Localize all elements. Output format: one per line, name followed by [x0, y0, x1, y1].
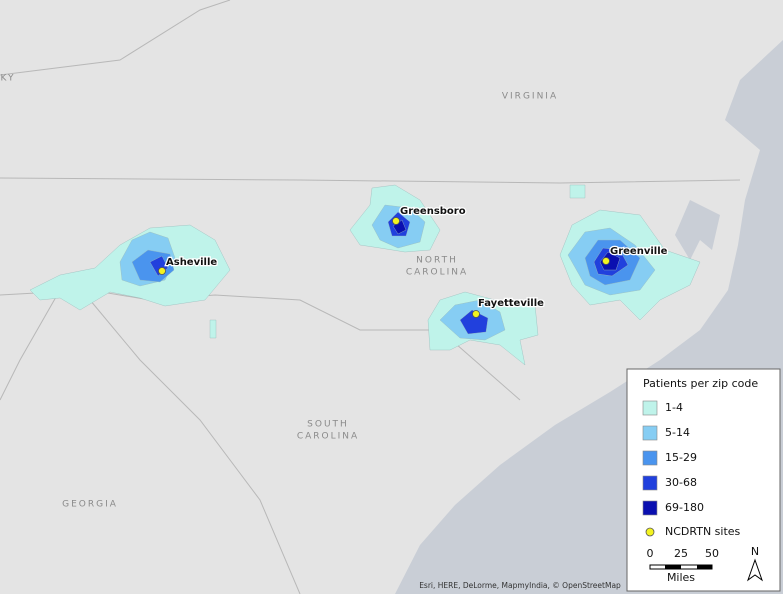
scale-bar-seg — [697, 565, 712, 569]
legend-swatch — [642, 400, 658, 416]
state-label: VIRGINIA — [502, 92, 558, 102]
state-border — [89, 299, 301, 594]
legend-items: 1-4 5-14 15-29 30-68 69-180 NCDRTN sites — [642, 400, 741, 538]
site-marker — [392, 217, 400, 225]
legend-swatch — [642, 450, 658, 466]
zip-region — [569, 184, 586, 199]
site-marker — [602, 257, 610, 265]
scale-tick: 50 — [705, 547, 719, 560]
legend: Patients per zip code 1-4 5-14 15-29 30-68 6… — [626, 368, 781, 592]
legend-site-marker — [645, 527, 655, 537]
sound — [675, 200, 720, 260]
scale-bar: 0 25 50 Miles — [647, 547, 720, 584]
city-label: Asheville — [166, 257, 217, 268]
legend-title: Patients per zip code — [643, 377, 758, 390]
zip-region — [459, 309, 489, 335]
attribution: Esri, HERE, DeLorme, MapmyIndia, © OpenS… — [419, 581, 621, 590]
state-label: CAROLINA — [297, 432, 359, 442]
state-label: GEORGIA — [62, 500, 118, 510]
state-label: SOUTH — [307, 420, 349, 430]
legend-label: 15-29 — [665, 451, 697, 464]
legend-swatch — [642, 425, 658, 441]
legend-label: 69-180 — [665, 501, 704, 514]
zip-region — [599, 251, 621, 271]
scale-tick: 25 — [674, 547, 688, 560]
scale-bar-seg — [665, 565, 681, 569]
legend-label: NCDRTN sites — [665, 525, 741, 538]
state-border — [0, 289, 521, 401]
legend-swatch — [642, 475, 658, 491]
borders — [0, 0, 741, 594]
city-label: Fayetteville — [478, 298, 544, 309]
north-label: N — [751, 545, 759, 558]
legend-label: 5-14 — [665, 426, 690, 439]
north-arrow — [747, 558, 763, 582]
site-marker — [472, 310, 480, 318]
scale-tick: 0 — [647, 547, 654, 560]
state-label: NORTH — [416, 256, 458, 266]
state-label: KY — [0, 74, 15, 84]
legend-label: 1-4 — [665, 401, 683, 414]
site-marker — [158, 267, 166, 275]
city-label: Greensboro — [400, 206, 466, 217]
state-border — [0, 289, 61, 401]
legend-swatch — [642, 500, 658, 516]
sites — [158, 217, 610, 318]
state-border — [0, 0, 231, 76]
state-border — [0, 177, 741, 184]
legend-label: 30-68 — [665, 476, 697, 489]
zip-region — [209, 319, 217, 339]
scale-unit: Miles — [667, 571, 695, 584]
city-label: Greenville — [610, 246, 668, 257]
state-label: CAROLINA — [406, 268, 468, 278]
